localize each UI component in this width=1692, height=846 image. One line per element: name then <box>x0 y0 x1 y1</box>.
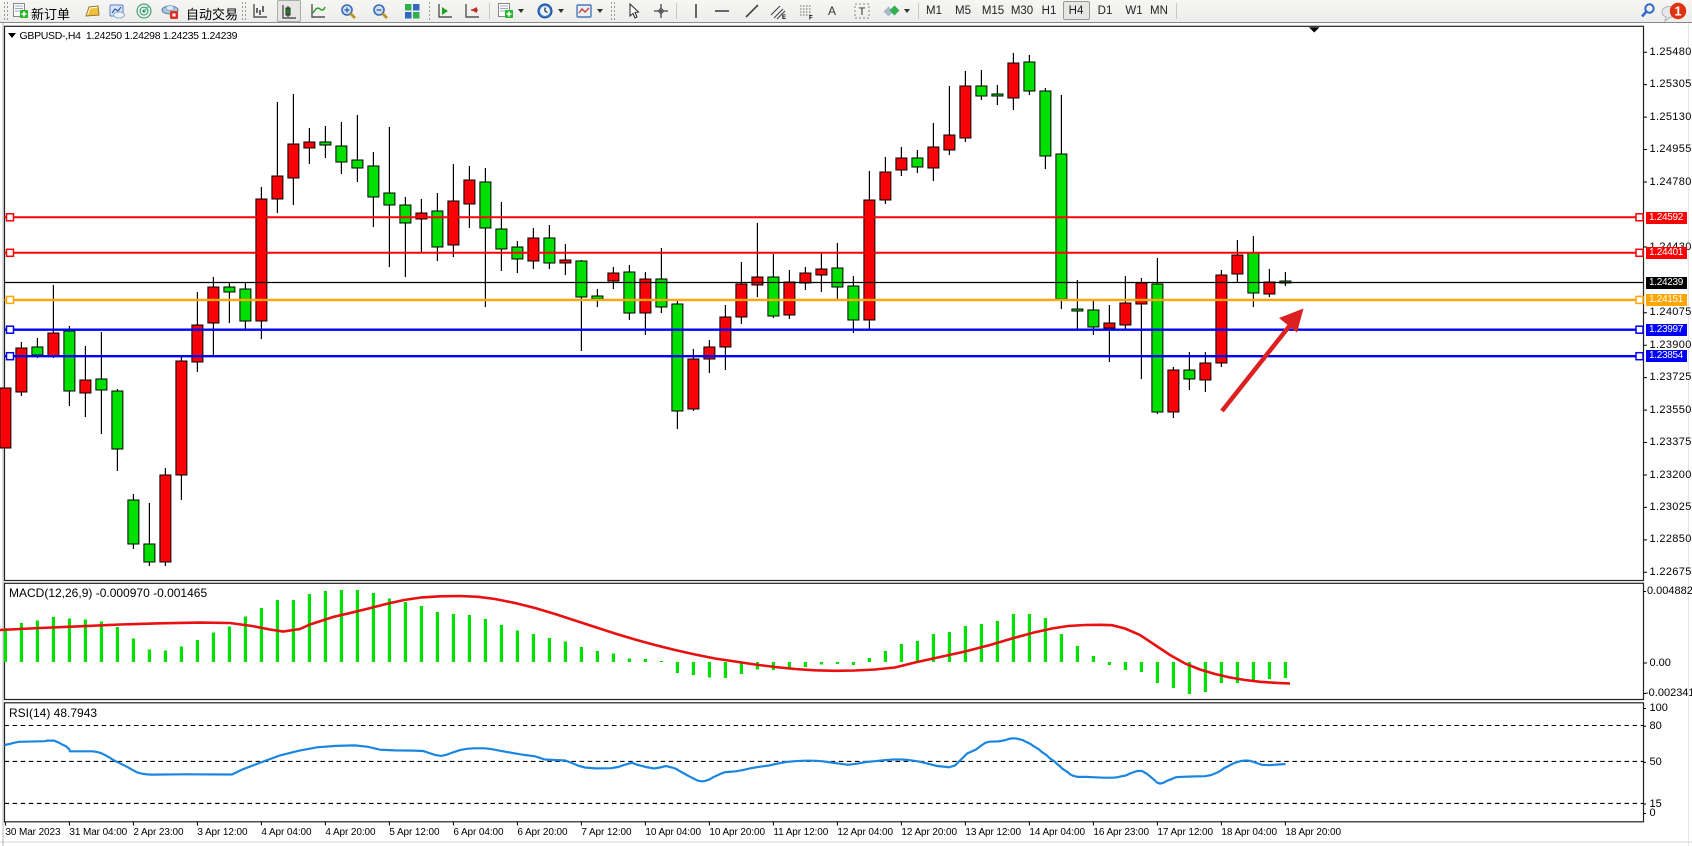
svg-text:T: T <box>859 6 866 18</box>
svg-text:E: E <box>782 15 786 20</box>
svg-text:F: F <box>809 16 813 21</box>
svg-text:1: 1 <box>1674 4 1681 19</box>
